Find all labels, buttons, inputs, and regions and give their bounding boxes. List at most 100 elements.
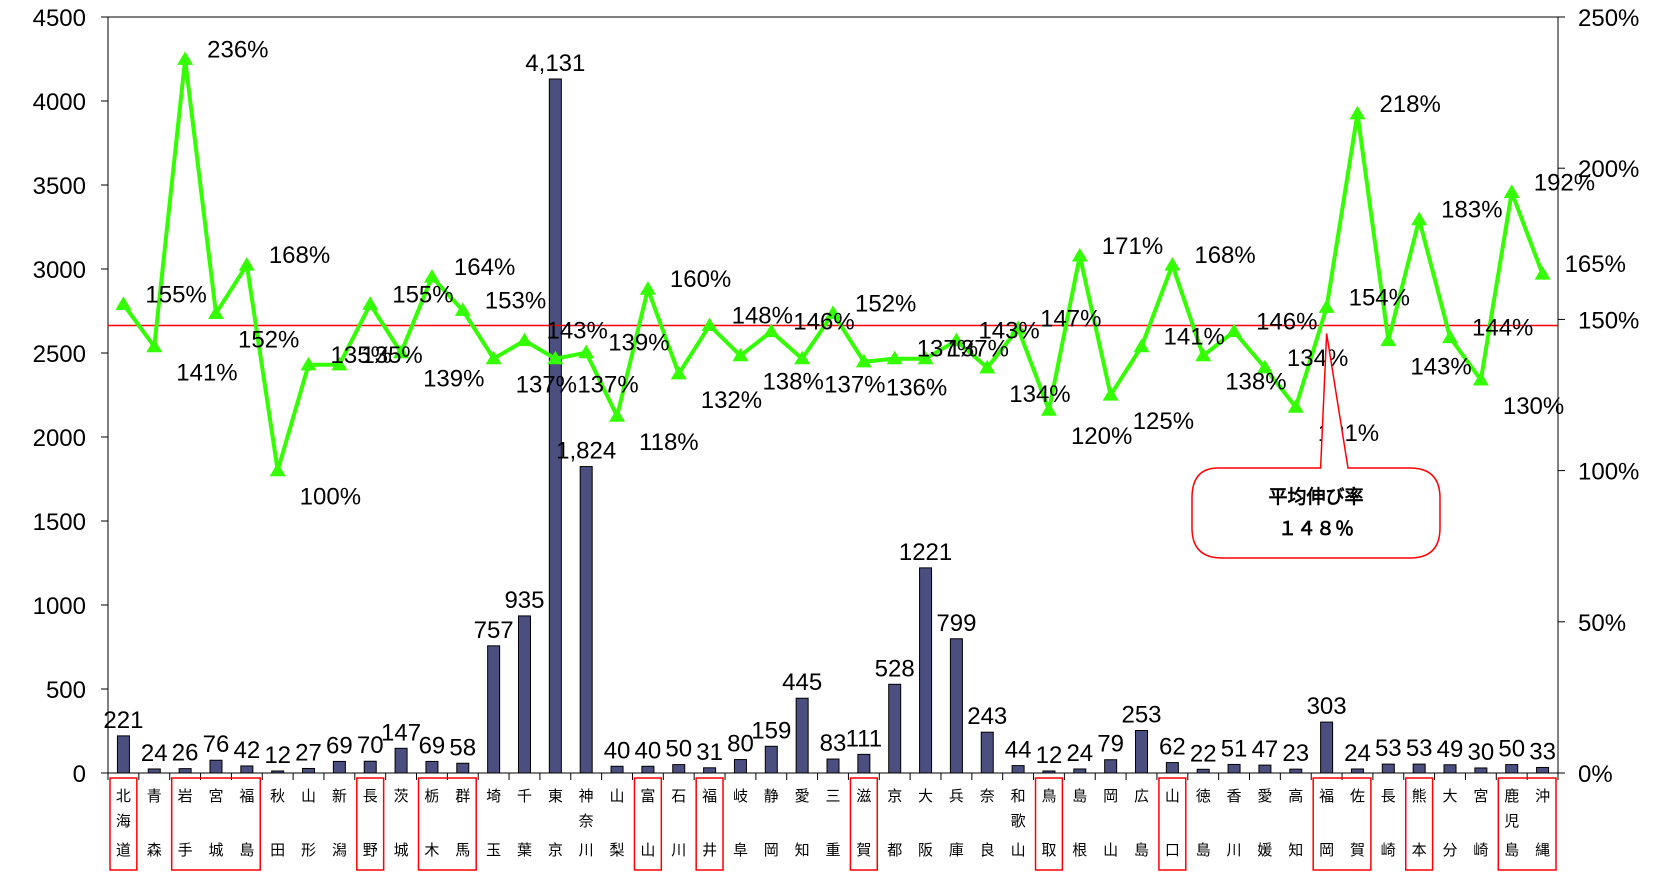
growth-value-label: 134% <box>1287 345 1348 372</box>
bar <box>178 768 192 774</box>
growth-point <box>269 462 286 477</box>
category-label: 群 <box>455 787 470 805</box>
category-label: 城 <box>208 841 223 859</box>
bar-value-label: 44 <box>1005 737 1032 764</box>
bar-value-label: 70 <box>357 732 384 759</box>
growth-point <box>1102 387 1119 401</box>
growth-value-label: 152% <box>238 326 299 353</box>
category-label: 長 <box>1381 787 1396 805</box>
category-label: 川 <box>671 841 686 859</box>
category-label: 野 <box>363 841 378 859</box>
category-label: 取 <box>1041 841 1056 859</box>
category-label: 静 <box>764 787 779 805</box>
growth-value-label: 139% <box>608 330 669 357</box>
category-label: 富 <box>640 787 655 805</box>
category-label: 滋 <box>856 787 871 805</box>
growth-point <box>331 356 348 371</box>
bar-value-label: 69 <box>419 732 446 759</box>
bar <box>949 638 963 774</box>
bar-value-label: 4,131 <box>525 50 585 77</box>
category-label: 茨 <box>394 787 409 805</box>
bar-value-label: 12 <box>264 742 291 769</box>
growth-value-label: 148% <box>732 302 793 329</box>
category-label: 宮 <box>1473 787 1488 805</box>
bar-value-label: 42 <box>233 737 260 764</box>
category-label: 栃 <box>424 787 439 805</box>
bar-value-label: 27 <box>295 739 322 766</box>
growth-value-label: 136% <box>886 375 947 402</box>
bar-value-label: 111 <box>846 725 882 752</box>
category-label: 千 <box>517 787 532 805</box>
bar <box>240 765 254 774</box>
growth-point <box>146 338 163 353</box>
bar-value-label: 83 <box>820 730 847 757</box>
growth-value-label: 125% <box>1133 408 1194 435</box>
bar-value-label: 24 <box>1344 740 1371 767</box>
growth-value-label: 137% <box>824 372 885 399</box>
bar <box>888 683 902 774</box>
category-label: 神 <box>579 787 594 805</box>
bar <box>579 466 593 774</box>
growth-value-label: 160% <box>670 266 731 293</box>
category-label: 玉 <box>486 841 501 859</box>
growth-point <box>1318 299 1335 313</box>
growth-value-label: 155% <box>392 281 453 308</box>
category-highlight-box <box>417 777 477 871</box>
bar-value-label: 757 <box>474 617 514 644</box>
y-left-tick-label: 1000 <box>33 593 86 620</box>
growth-value-label: 141% <box>1164 324 1225 351</box>
bar <box>733 759 747 774</box>
growth-point <box>393 344 410 359</box>
y-left-tick-label: 2500 <box>33 341 86 368</box>
bar <box>456 762 470 774</box>
growth-point <box>300 356 317 371</box>
bar <box>703 767 717 774</box>
bar-value-label: 528 <box>875 655 915 682</box>
bar <box>1073 768 1087 774</box>
bar-value-label: 51 <box>1221 735 1248 762</box>
category-label: 高 <box>1288 787 1303 805</box>
y-right-tick-label: 150% <box>1578 307 1639 334</box>
growth-point <box>485 350 502 365</box>
category-label: 木 <box>424 841 439 859</box>
category-label: 奈 <box>579 812 594 830</box>
growth-value-label: 143% <box>1410 354 1471 381</box>
y-left-tick-label: 3000 <box>33 257 86 284</box>
category-label: 川 <box>579 841 594 859</box>
bar <box>363 760 377 774</box>
category-highlight-box <box>695 777 724 871</box>
bar <box>641 765 655 774</box>
growth-point <box>1195 347 1212 362</box>
category-highlight-box <box>1034 777 1064 871</box>
category-label: 山 <box>1165 787 1180 805</box>
callout-title: 平均伸び率 <box>1268 485 1363 508</box>
category-label: 愛 <box>1257 787 1272 805</box>
bar-value-label: 69 <box>326 732 353 759</box>
growth-value-label: 138% <box>762 369 823 396</box>
growth-point <box>1287 399 1304 413</box>
growth-point <box>886 350 903 365</box>
bar-value-label: 49 <box>1437 736 1464 763</box>
bar <box>1289 768 1303 774</box>
bar <box>1474 767 1488 774</box>
category-label: 岡 <box>1103 787 1118 805</box>
growth-value-label: 153% <box>485 287 546 314</box>
category-label: 岐 <box>733 787 748 805</box>
category-label: 歌 <box>1011 812 1026 830</box>
growth-value-label: 135% <box>331 342 392 369</box>
category-label: 形 <box>301 841 316 859</box>
growth-point <box>1503 184 1520 198</box>
growth-value-label: 168% <box>269 242 330 269</box>
growth-point <box>115 296 132 310</box>
growth-point <box>238 256 255 271</box>
bar <box>1412 763 1426 774</box>
growth-point <box>423 269 440 283</box>
category-label: 島 <box>1504 841 1519 859</box>
bar <box>1536 766 1550 774</box>
bar-value-label: 26 <box>172 740 199 767</box>
category-label: 長 <box>363 787 378 805</box>
category-label: 徳 <box>1196 787 1211 805</box>
category-label: 岡 <box>1319 841 1334 859</box>
